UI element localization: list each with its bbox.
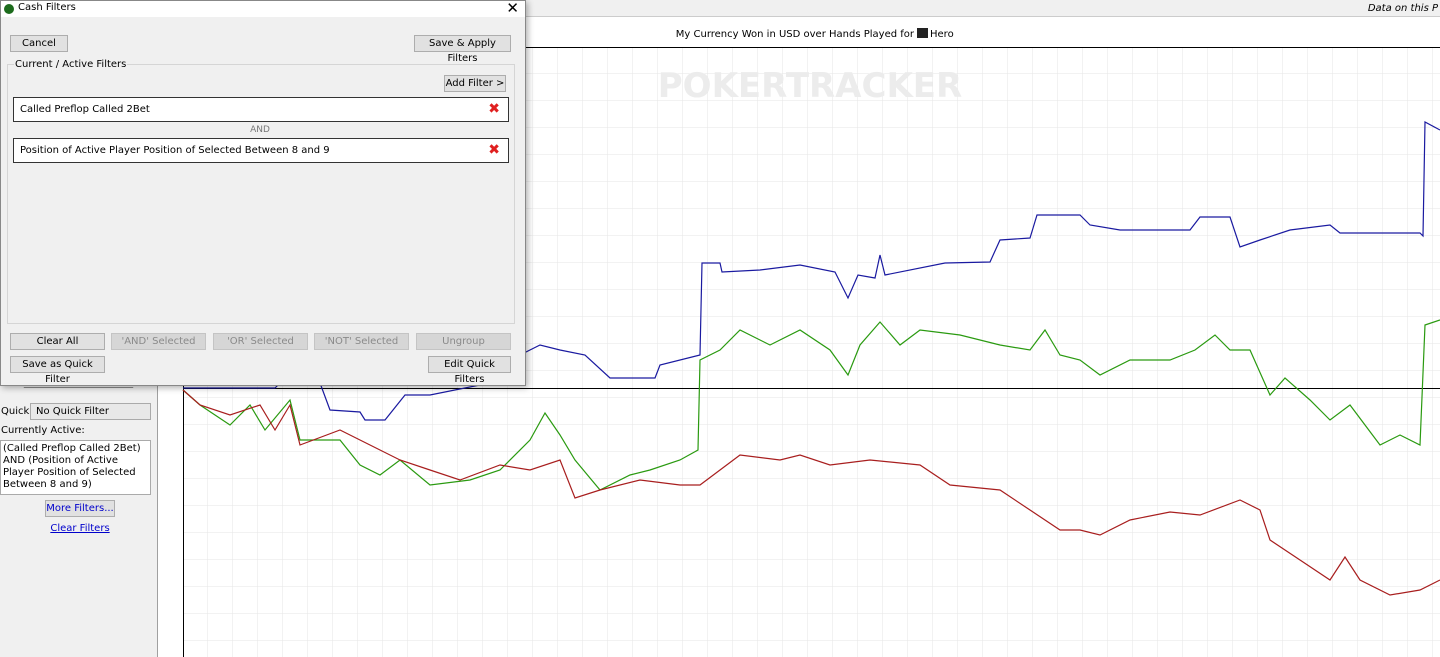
group-label: Current / Active Filters [14,59,128,70]
quick-label: Quick: [1,406,33,417]
remove-filter[interactable]: ✖ [488,142,500,158]
app-icon [4,4,14,14]
dialog-title: Cash Filters [18,2,76,13]
currently-active-label: Currently Active: [1,425,85,436]
line-red [182,389,1440,596]
player-icon [917,28,928,38]
filter-row[interactable]: Position of Active Player Position of Se… [13,138,509,163]
cash-filters-dialog: Cash Filters ✕ Cancel Save & Apply Filte… [0,0,526,386]
header-note: Data on this P [1368,3,1439,14]
edit-quick-filters-button[interactable]: Edit Quick Filters [428,356,511,385]
line-blue [183,121,1440,421]
chart-player: Hero [930,29,954,40]
quick-select[interactable]: No Quick Filter [30,403,151,420]
close-button[interactable]: ✕ [506,0,519,17]
not-selected-button: 'NOT' Selected [314,333,409,350]
dialog-titlebar: Cash Filters ✕ [1,0,525,17]
currently-active-text: (Called Preflop Called 2Bet) AND (Positi… [0,440,151,495]
remove-filter[interactable]: ✖ [488,101,500,117]
ungroup-button: Ungroup [416,333,511,350]
line-green [182,319,1440,491]
save-apply-button[interactable]: Save & Apply Filters [414,35,511,64]
clear-all-button[interactable]: Clear All [10,333,105,350]
save-quick-filter-button[interactable]: Save as Quick Filter [10,356,105,385]
cancel-button[interactable]: Cancel [10,35,68,52]
filter-text: Position of Active Player Position of Se… [20,145,330,156]
or-selected-button: 'OR' Selected [213,333,308,350]
filter-group [7,64,515,324]
and-selected-button: 'AND' Selected [111,333,206,350]
filter-row[interactable]: Called Preflop Called 2Bet ✖ [13,97,509,122]
chart-title: My Currency Won in USD over Hands Played… [676,29,915,40]
watermark: POKERTRACKER [658,66,962,106]
add-filter-button[interactable]: Add Filter > [444,75,506,92]
filter-text: Called Preflop Called 2Bet [20,104,150,115]
connector: AND [250,125,270,135]
clear-filters-link[interactable]: Clear Filters [50,523,110,534]
top-bar [526,0,1440,16]
more-filters-button[interactable]: More Filters... [45,500,115,517]
